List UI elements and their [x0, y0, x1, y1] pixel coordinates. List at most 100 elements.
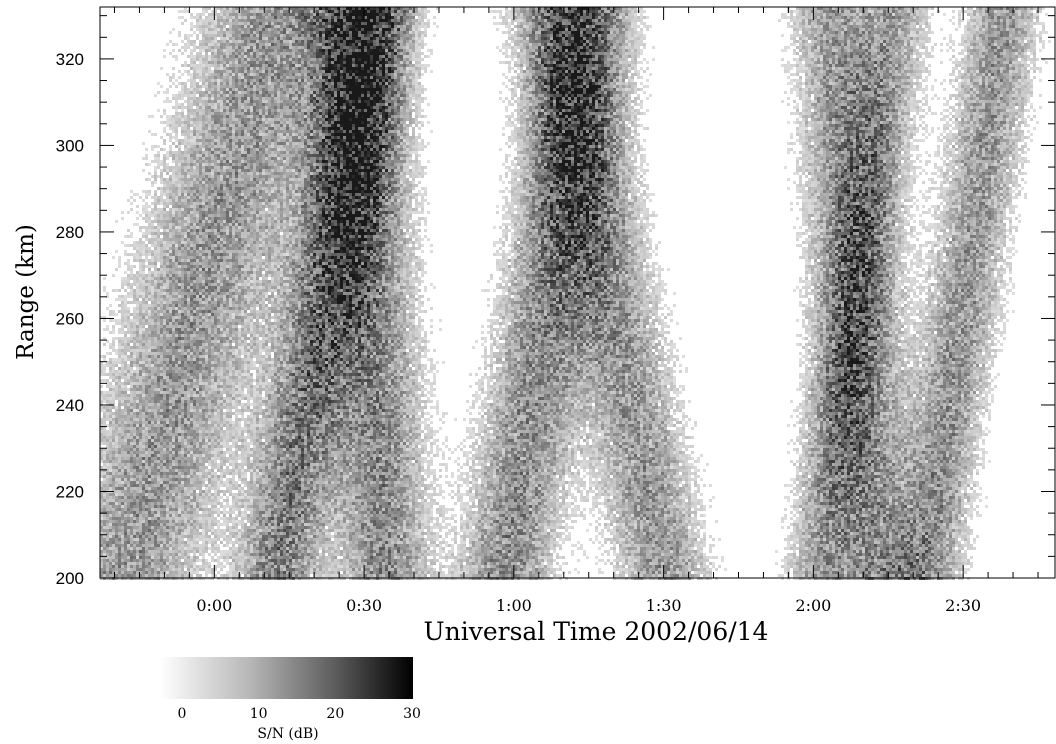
heatmap-cell	[232, 28, 235, 31]
heatmap-cell	[577, 10, 580, 13]
heatmap-cell	[634, 25, 637, 28]
heatmap-cell	[205, 28, 208, 31]
heatmap-cell	[259, 19, 262, 22]
heatmap-cell	[610, 16, 613, 19]
heatmap-cell	[811, 37, 814, 40]
heatmap-cell	[532, 19, 535, 22]
heatmap-cell	[1021, 19, 1024, 22]
heatmap-cell	[997, 19, 1000, 22]
heatmap-cell	[967, 28, 970, 31]
heatmap-cell	[343, 31, 346, 34]
heatmap-cell	[382, 22, 385, 25]
heatmap-cell	[820, 10, 823, 13]
heatmap-cell	[529, 19, 532, 22]
heatmap-cell	[808, 31, 811, 34]
heatmap-cell	[1006, 31, 1009, 34]
heatmap-cell	[892, 34, 895, 37]
heatmap-cell	[349, 22, 352, 25]
heatmap-cell	[955, 28, 958, 31]
heatmap-cell	[832, 31, 835, 34]
heatmap-cell	[898, 13, 901, 16]
heatmap-cell	[427, 10, 430, 13]
heatmap-cell	[424, 10, 427, 13]
heatmap-cell	[412, 13, 415, 16]
heatmap-cell	[301, 34, 304, 37]
heatmap-cell	[508, 28, 511, 31]
heatmap-cell	[847, 22, 850, 25]
heatmap-cell	[529, 16, 532, 19]
heatmap-cell	[424, 31, 427, 34]
heatmap-cell	[529, 25, 532, 28]
heatmap-cell	[232, 16, 235, 19]
heatmap-cell	[226, 22, 229, 25]
heatmap-cell	[1045, 13, 1048, 16]
heatmap-cell	[265, 34, 268, 37]
heatmap-cell	[862, 16, 865, 19]
heatmap-cell	[331, 28, 334, 31]
heatmap-cell	[916, 34, 919, 37]
heatmap-cell	[310, 31, 313, 34]
heatmap-cell	[295, 16, 298, 19]
heatmap-cell	[532, 22, 535, 25]
heatmap-cell	[277, 16, 280, 19]
heatmap-cell	[409, 28, 412, 31]
heatmap-cell	[1015, 16, 1018, 19]
heatmap-cell	[421, 19, 424, 22]
heatmap-cell	[502, 19, 505, 22]
heatmap-cell	[235, 34, 238, 37]
heatmap-cell	[610, 31, 613, 34]
heatmap-cell	[892, 19, 895, 22]
heatmap-cell	[244, 10, 247, 13]
heatmap-cell	[562, 37, 565, 40]
heatmap-cell	[319, 10, 322, 13]
heatmap-cell	[304, 28, 307, 31]
heatmap-cell	[991, 31, 994, 34]
heatmap-cell	[592, 22, 595, 25]
heatmap-cell	[280, 31, 283, 34]
heatmap-cell	[829, 13, 832, 16]
heatmap-cell	[208, 25, 211, 28]
heatmap-cell	[199, 25, 202, 28]
heatmap-cell	[610, 25, 613, 28]
heatmap-cell	[352, 37, 355, 40]
heatmap-cell	[631, 25, 634, 28]
heatmap-cell	[835, 10, 838, 13]
heatmap-cell	[868, 22, 871, 25]
heatmap-cell	[874, 10, 877, 13]
heatmap-cell	[379, 37, 382, 40]
heatmap-cell	[823, 34, 826, 37]
heatmap-cell	[913, 34, 916, 37]
heatmap-cell	[631, 28, 634, 31]
heatmap-cell	[577, 13, 580, 16]
heatmap-cell	[586, 16, 589, 19]
heatmap-cell	[421, 16, 424, 19]
heatmap-cell	[808, 34, 811, 37]
heatmap-cell	[388, 25, 391, 28]
heatmap-cell	[319, 22, 322, 25]
heatmap-cell	[622, 25, 625, 28]
heatmap-cell	[400, 22, 403, 25]
heatmap-cell	[898, 19, 901, 22]
heatmap-cell	[508, 16, 511, 19]
heatmap-cell	[808, 25, 811, 28]
heatmap-cell	[985, 25, 988, 28]
heatmap-cell	[217, 13, 220, 16]
heatmap-cell	[322, 10, 325, 13]
heatmap-cell	[211, 34, 214, 37]
heatmap-cell	[616, 31, 619, 34]
heatmap-cell	[838, 25, 841, 28]
heatmap-cell	[286, 34, 289, 37]
heatmap-cell	[334, 34, 337, 37]
heatmap-cell	[790, 13, 793, 16]
heatmap-cell	[994, 28, 997, 31]
heatmap-cell	[907, 31, 910, 34]
heatmap-cell	[1018, 16, 1021, 19]
heatmap-cell	[529, 28, 532, 31]
heatmap-cell	[805, 16, 808, 19]
heatmap-cell	[892, 31, 895, 34]
heatmap-cell	[241, 31, 244, 34]
heatmap-cell	[208, 37, 211, 40]
heatmap-cell	[544, 16, 547, 19]
heatmap-cell	[283, 25, 286, 28]
heatmap-cell	[232, 25, 235, 28]
